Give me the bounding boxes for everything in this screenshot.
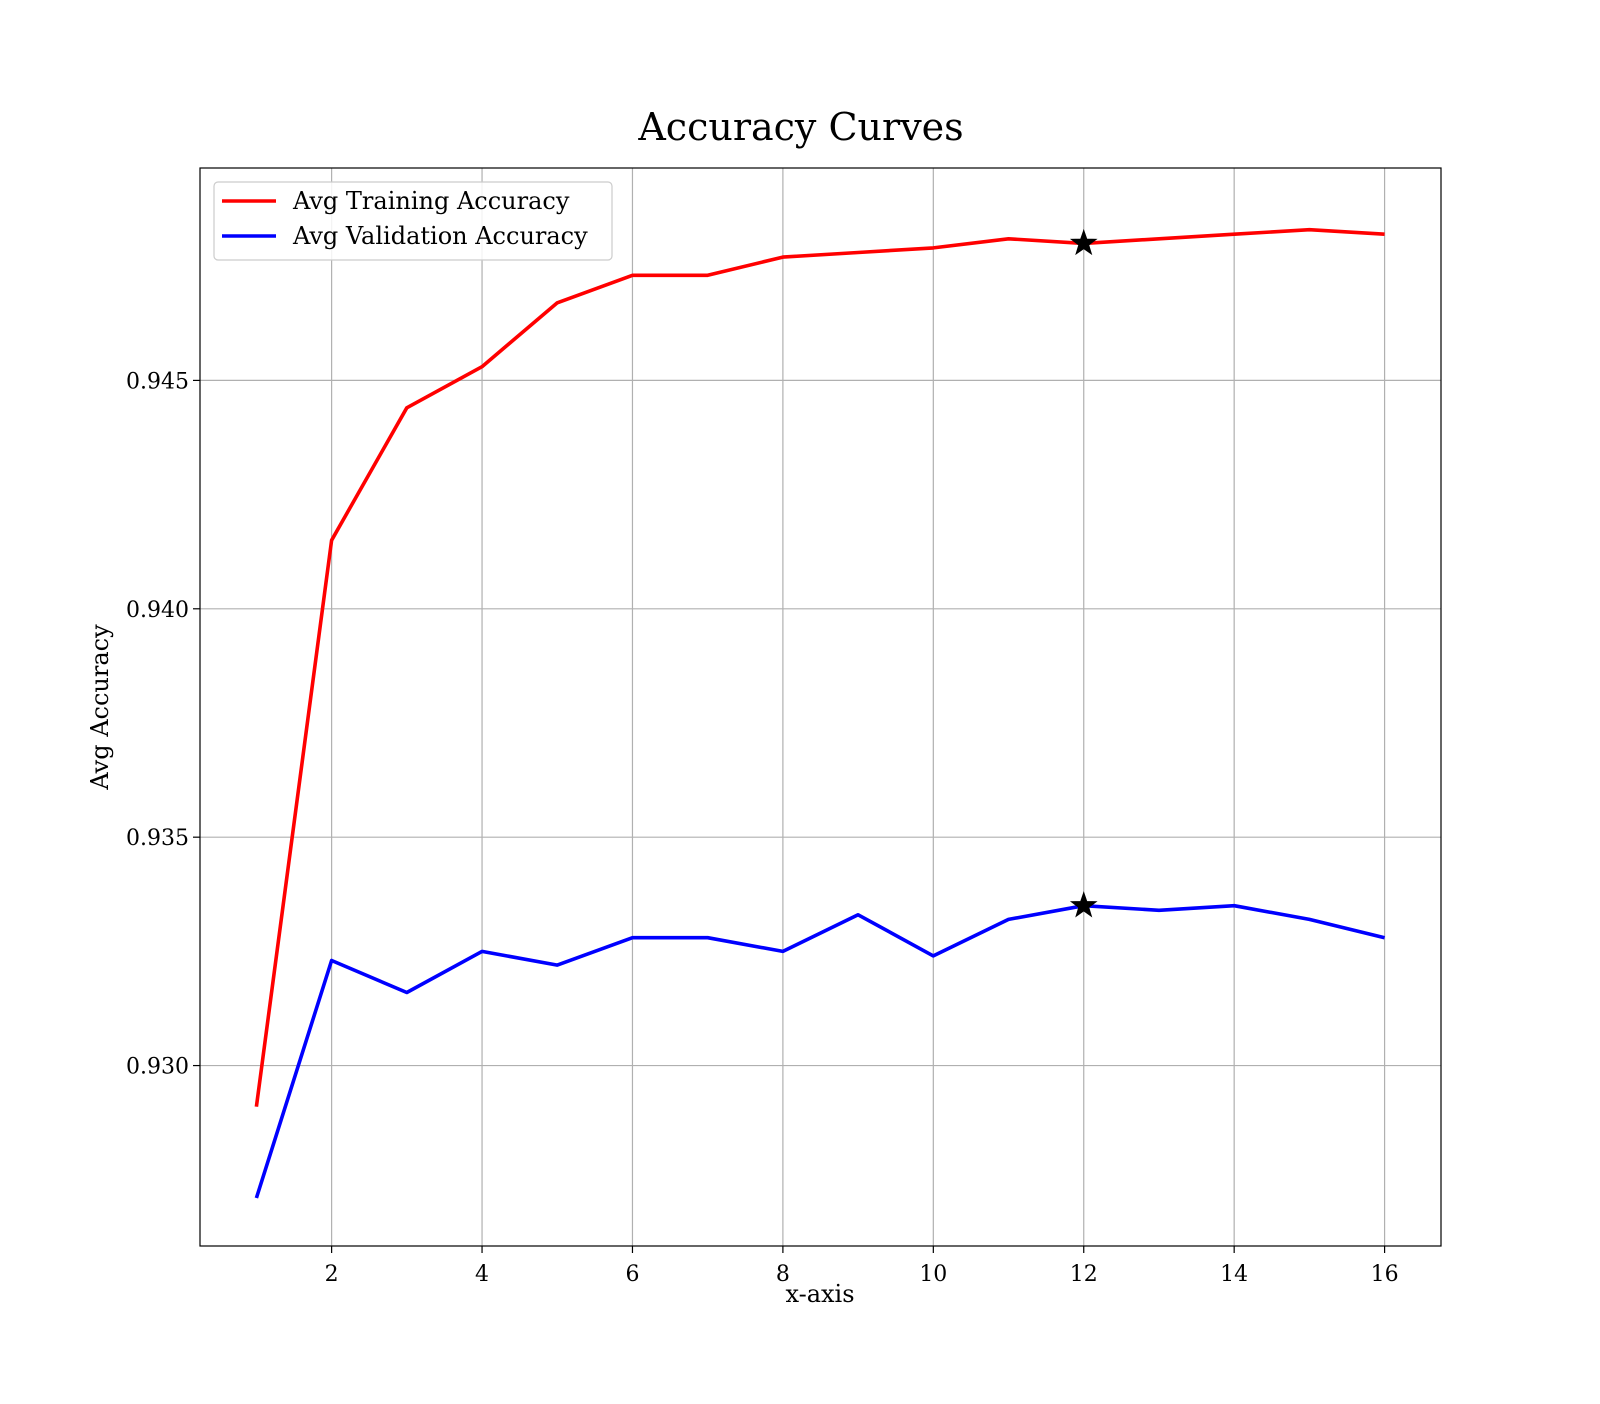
chart-title: Accuracy Curves <box>637 105 963 149</box>
legend-label-avg-validation-accuracy: Avg Validation Accuracy <box>292 222 588 250</box>
series-points-avg-training-accuracy <box>256 230 1384 1107</box>
x-tick-label: 12 <box>1070 1262 1098 1287</box>
y-tick-label: 0.940 <box>126 598 189 623</box>
legend-label-avg-training-accuracy: Avg Training Accuracy <box>292 187 570 215</box>
series-line-avg-training-accuracy <box>256 230 1384 1107</box>
x-tick-label: 6 <box>625 1262 639 1287</box>
series-lines <box>256 230 1384 1199</box>
x-tick-label: 10 <box>919 1262 947 1287</box>
plot-frame <box>200 168 1441 1246</box>
y-axis-label: Avg Accuracy <box>86 624 114 791</box>
series-points-avg-validation-accuracy <box>256 906 1384 1199</box>
x-tick-label: 2 <box>325 1262 339 1287</box>
y-tick-label: 0.935 <box>126 826 189 851</box>
grid-lines <box>200 168 1441 1246</box>
series-line-avg-validation-accuracy <box>256 906 1384 1198</box>
legend: Avg Training Accuracy Avg Validation Accu… <box>214 182 612 260</box>
x-tick-label: 4 <box>475 1262 489 1287</box>
y-tick-label: 0.930 <box>126 1055 189 1080</box>
y-tick-label: 0.945 <box>126 369 189 394</box>
x-tick-label: 16 <box>1371 1262 1399 1287</box>
x-axis-label: x-axis <box>785 1280 854 1308</box>
x-tick-label: 14 <box>1220 1262 1248 1287</box>
